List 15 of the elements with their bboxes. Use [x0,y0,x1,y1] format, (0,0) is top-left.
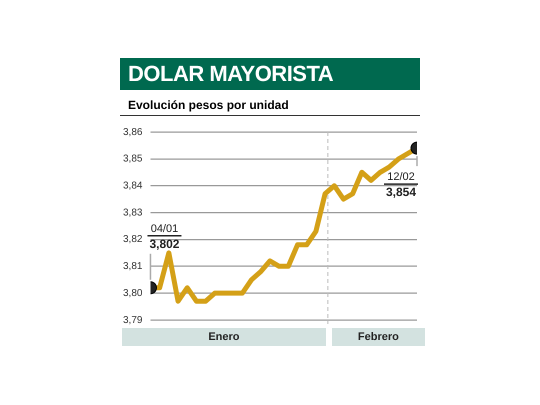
y-tick-label: 3,79 [122,314,143,326]
y-tick-label: 3,80 [122,288,143,299]
y-tick-label: 3,83 [122,207,143,218]
chart-subtitle: Evolución pesos por unidad [120,98,420,116]
y-tick-label: 3,85 [122,154,143,165]
y-tick-label: 3,84 [122,180,143,192]
annotation: 3,854 [386,185,416,200]
y-tick-label: 3,82 [122,234,143,246]
chart-title: DOLAR MAYORISTA [120,58,420,90]
annotation: 04/01 [150,222,178,235]
annotation: 12/02 [387,171,415,184]
month-strip: Enero Febrero [122,328,423,346]
y-tick-label: 3,86 [122,126,143,138]
annotation: 3,802 [149,236,180,251]
y-tick-label: 3,81 [122,261,143,272]
